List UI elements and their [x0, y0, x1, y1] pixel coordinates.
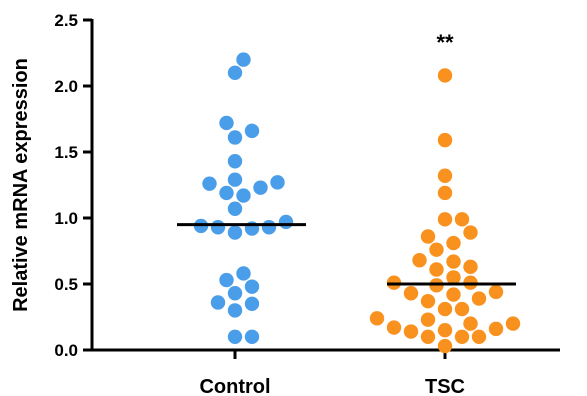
data-point-tsc	[386, 320, 402, 335]
data-point-control	[219, 185, 234, 201]
data-point-control	[219, 272, 234, 288]
data-point-tsc	[429, 262, 444, 277]
data-point-control	[278, 214, 294, 230]
y-tick-label: 0.0	[54, 341, 78, 360]
data-point-tsc	[437, 301, 453, 317]
data-point-control	[227, 303, 243, 318]
median-layer	[177, 223, 516, 286]
data-point-tsc	[471, 329, 487, 344]
y-axis-title: Relative mRNA expression	[10, 58, 32, 312]
data-point-tsc	[437, 212, 453, 227]
data-point-tsc	[488, 321, 504, 337]
data-point-tsc	[471, 291, 487, 306]
y-tick-label: 1.0	[54, 209, 78, 228]
data-point-tsc	[420, 293, 436, 309]
x-tick-label: TSC	[425, 376, 465, 396]
data-point-tsc	[437, 168, 453, 183]
data-point-tsc	[429, 242, 444, 257]
data-point-control	[227, 172, 243, 187]
data-point-tsc	[403, 286, 419, 301]
data-point-tsc	[463, 259, 478, 275]
points-layer	[193, 52, 521, 354]
data-point-tsc	[446, 254, 461, 269]
data-point-tsc	[420, 229, 436, 244]
axes-layer	[83, 18, 560, 359]
data-point-tsc	[446, 270, 461, 285]
data-point-control	[227, 130, 243, 145]
y-tick-label: 0.5	[54, 275, 78, 294]
data-point-tsc	[505, 316, 521, 331]
data-point-tsc	[403, 324, 419, 339]
data-point-tsc	[437, 323, 453, 338]
data-point-tsc	[463, 225, 478, 240]
data-point-tsc	[454, 301, 470, 317]
data-point-control	[244, 123, 260, 139]
data-point-control	[244, 296, 260, 311]
data-point-tsc	[412, 253, 427, 268]
data-point-control	[227, 225, 243, 240]
data-point-tsc	[488, 284, 504, 300]
data-point-tsc	[454, 212, 470, 227]
data-point-tsc	[369, 311, 385, 326]
data-point-control	[227, 329, 243, 344]
data-point-tsc	[420, 329, 436, 344]
data-point-tsc	[437, 338, 453, 354]
data-point-control	[227, 286, 243, 301]
data-point-control	[227, 65, 243, 81]
significance-annotation: **	[436, 30, 454, 55]
data-point-control	[219, 115, 234, 131]
data-point-control	[270, 175, 285, 190]
data-point-control	[244, 329, 260, 344]
data-point-tsc	[437, 132, 453, 148]
data-point-tsc	[446, 235, 461, 251]
data-point-control	[261, 220, 277, 235]
data-point-control	[244, 279, 260, 294]
data-point-tsc	[420, 312, 436, 327]
data-point-control	[236, 52, 251, 67]
y-tick-label: 2.5	[54, 11, 78, 30]
data-point-control	[210, 220, 226, 235]
data-point-tsc	[446, 287, 461, 302]
x-tick-label: Control	[199, 376, 270, 396]
y-tick-label: 1.5	[54, 143, 78, 162]
data-point-tsc	[463, 316, 478, 331]
data-point-tsc	[454, 329, 470, 344]
data-point-control	[227, 154, 243, 169]
data-point-control	[202, 176, 217, 191]
labels-layer: 0.0 0.5 1.0 1.5 2.0 2.5 Relative mRNA expressi…	[10, 11, 465, 396]
y-tick-label: 2.0	[54, 77, 78, 96]
data-point-control	[227, 201, 243, 216]
data-point-control	[210, 295, 226, 310]
data-point-tsc	[437, 68, 453, 83]
data-point-control	[236, 188, 251, 203]
data-point-control	[236, 266, 251, 281]
data-point-control	[253, 180, 268, 195]
data-point-tsc	[437, 185, 453, 201]
